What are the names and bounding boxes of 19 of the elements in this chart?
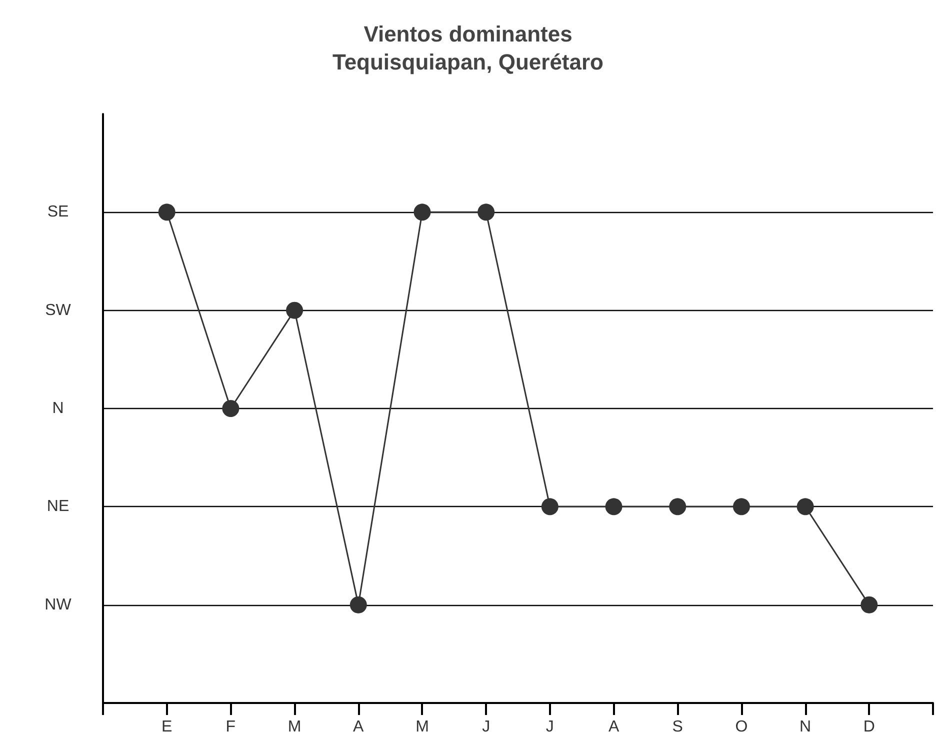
category-label: SW xyxy=(45,302,71,319)
category-label: SE xyxy=(47,204,69,221)
x-tick-label: S xyxy=(672,718,683,736)
x-tick-label: J xyxy=(482,718,490,736)
chart-title: Vientos dominantes xyxy=(364,22,572,46)
x-tick-label: D xyxy=(863,718,875,736)
category-label: NE xyxy=(46,498,70,516)
x-tick-label: M xyxy=(416,718,429,736)
x-tick-label: F xyxy=(226,718,236,736)
x-tick-label: N xyxy=(800,718,812,736)
category-label: N xyxy=(52,400,64,417)
x-tick-label: J xyxy=(546,718,554,736)
x-tick-label: M xyxy=(288,718,302,736)
chart-subtitle: Tequisquiapan, Querétaro xyxy=(332,50,604,74)
x-tick-label: E xyxy=(162,718,172,736)
x-tick-label: A xyxy=(353,718,364,736)
x-tick-label: A xyxy=(608,718,620,736)
x-tick-label: O xyxy=(735,718,748,736)
category-label: NW xyxy=(44,596,72,614)
